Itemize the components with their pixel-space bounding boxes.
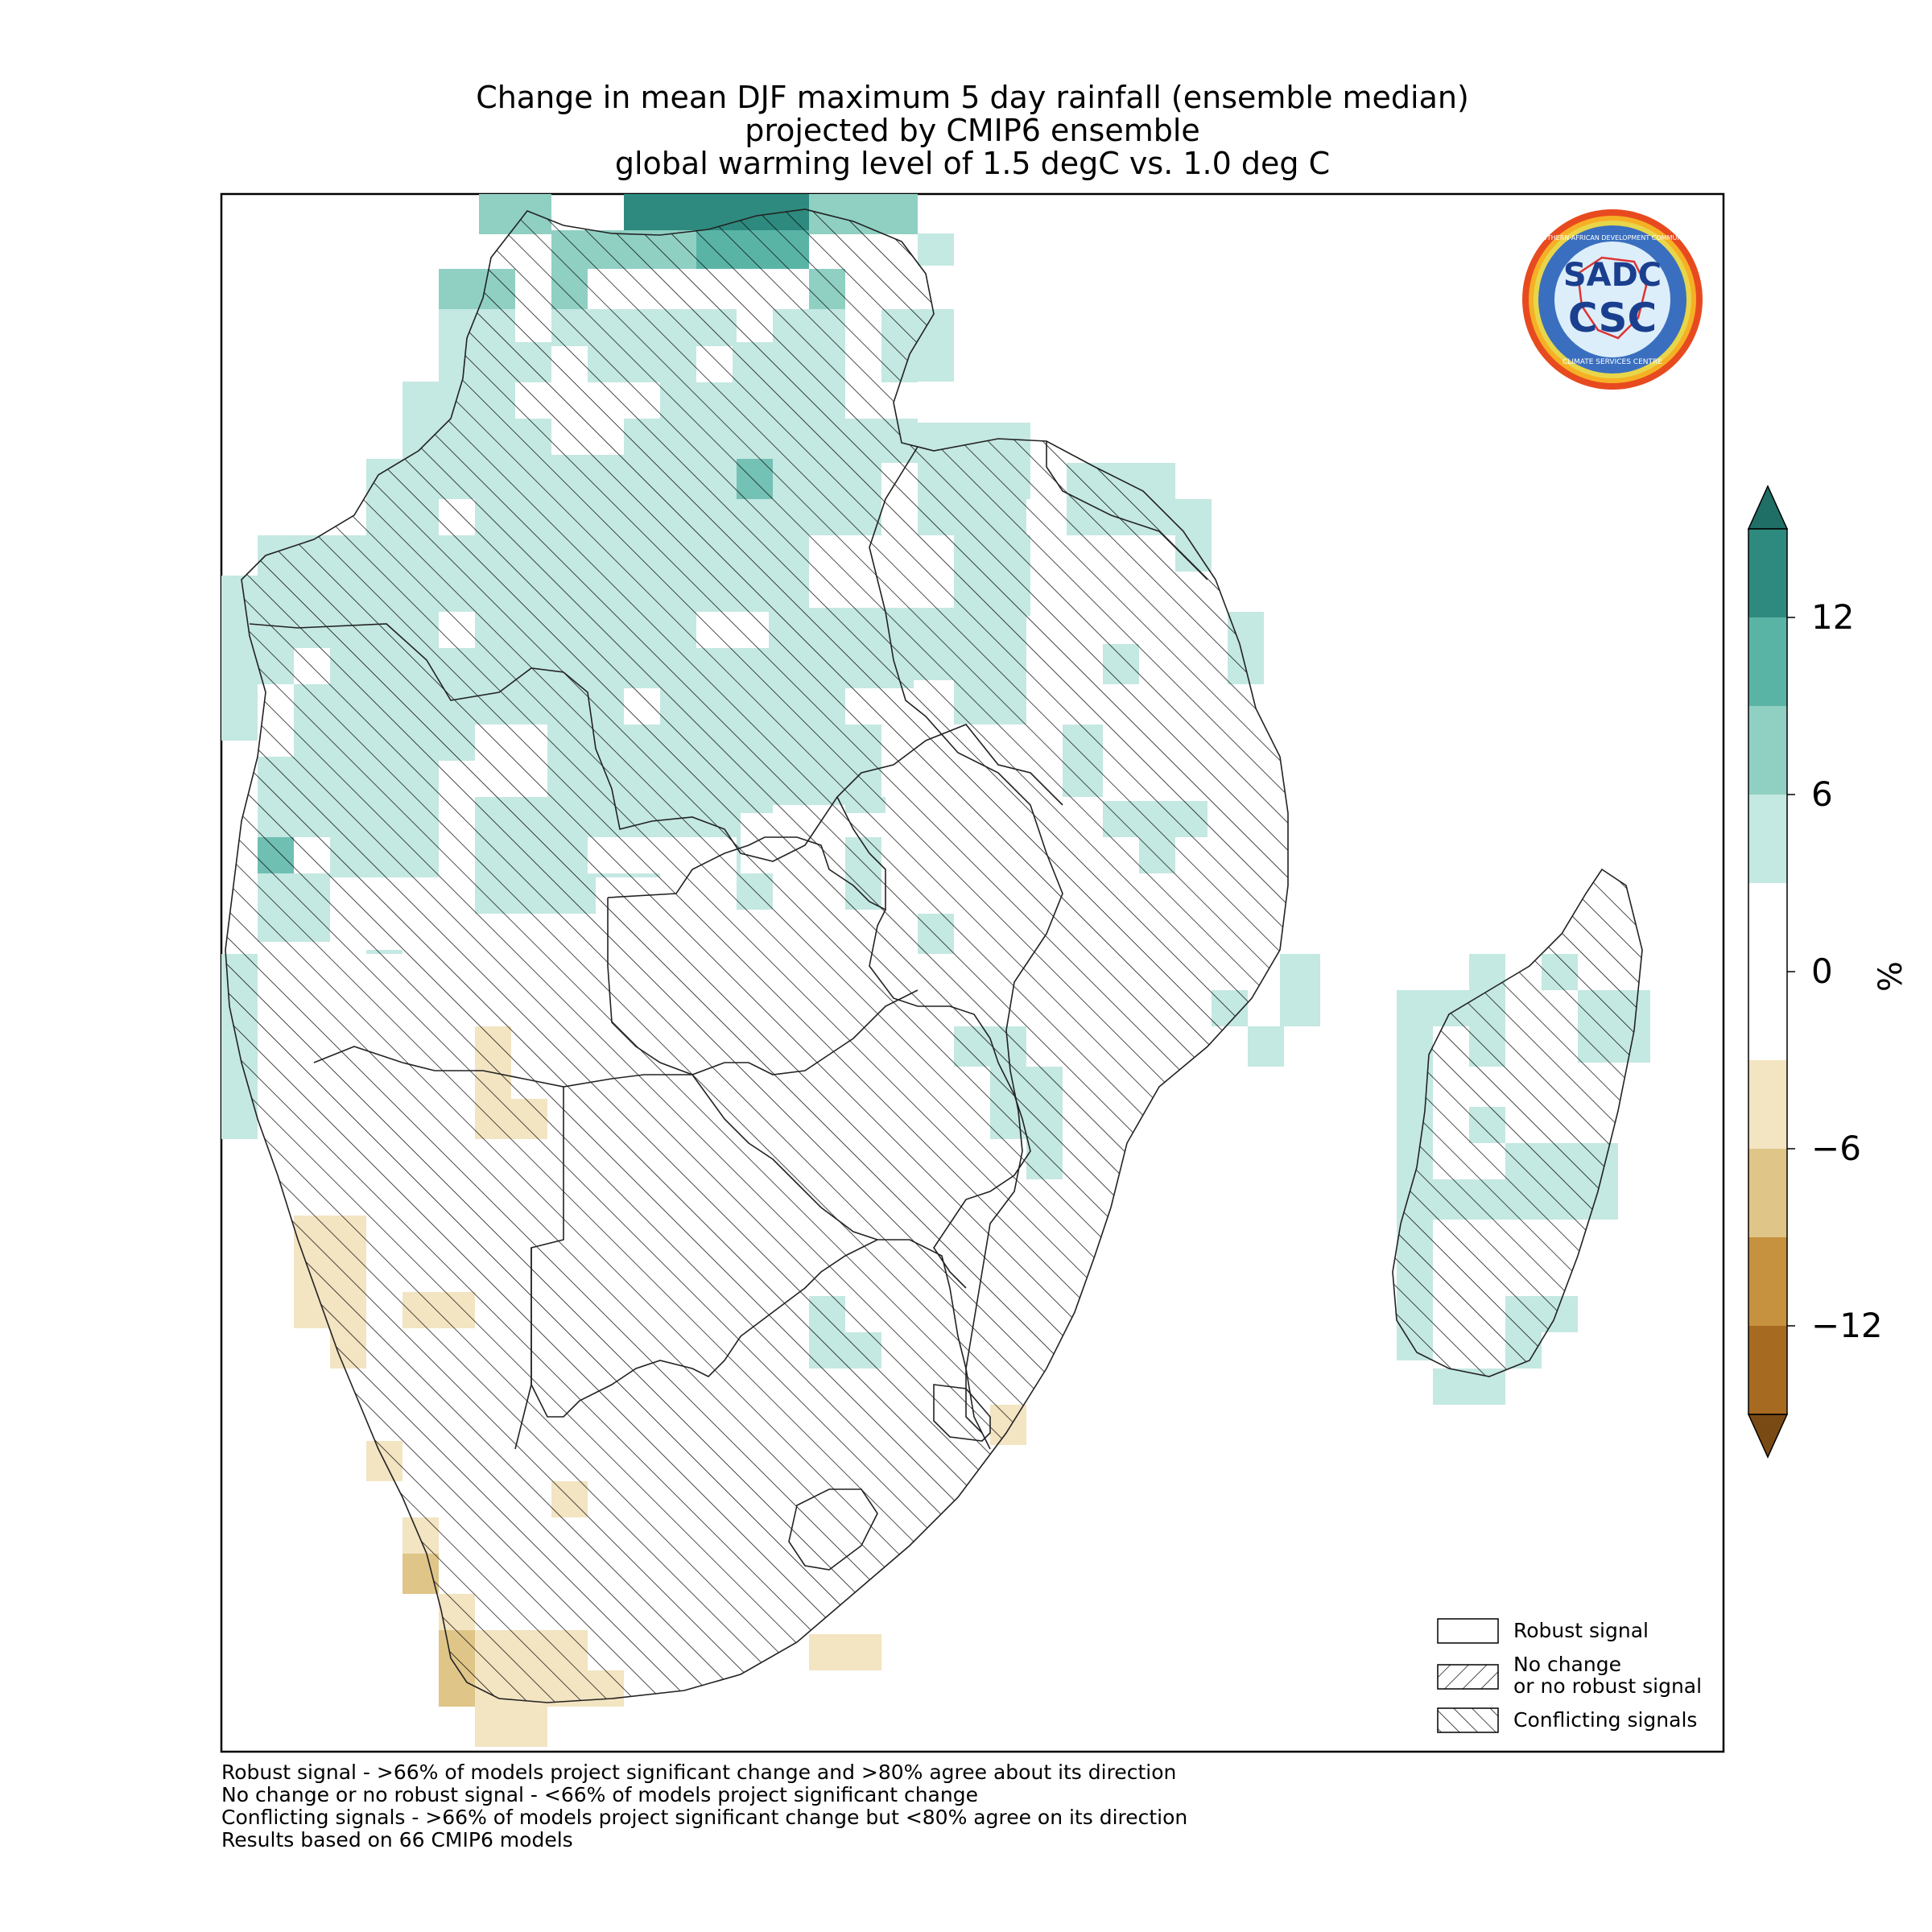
logo-ring-bottom-text: CLIMATE SERVICES CENTRE — [1563, 358, 1662, 366]
colorbar-bin — [1748, 1149, 1787, 1237]
legend-no-change-label-2: or no robust signal — [1513, 1674, 1703, 1698]
colorbar-bin — [1748, 1326, 1787, 1414]
colorbar-tick-label: −12 — [1811, 1306, 1883, 1345]
colorbar-extend-top — [1747, 485, 1789, 530]
legend-no-change-label-1: No change — [1513, 1653, 1621, 1676]
colorbar-tick-label: −6 — [1811, 1129, 1861, 1168]
logo-sadc-text: SADC — [1563, 257, 1662, 294]
logo-csc-text: CSC — [1568, 295, 1657, 341]
legend-no-change-swatch — [1437, 1664, 1499, 1690]
colorbar-extend-bottom — [1747, 1414, 1789, 1459]
colorbar-bin — [1748, 795, 1787, 883]
logo-ring-top-text: SOUTHERN AFRICAN DEVELOPMENT COMMUNITY — [1534, 234, 1692, 242]
legend-conflicting-swatch — [1437, 1707, 1499, 1733]
colorbar-bin — [1748, 617, 1787, 706]
legend-conflicting-label: Conflicting signals — [1513, 1708, 1698, 1732]
map-title-line-3: global warming level of 1.5 degC vs. 1.0… — [614, 146, 1331, 181]
colorbar-bin — [1748, 883, 1787, 1060]
footnote-line: Conflicting signals - >66% of models pro… — [221, 1806, 1188, 1829]
legend-robust-label: Robust signal — [1513, 1619, 1649, 1642]
colorbar-unit-label: % — [1872, 960, 1910, 993]
sadc-csc-logo — [1522, 209, 1703, 390]
colorbar-bin — [1748, 1237, 1787, 1326]
colorbar-bin — [1748, 706, 1787, 795]
colorbar-tick-label: 6 — [1811, 774, 1833, 814]
colorbar-bin — [1748, 1060, 1787, 1149]
colorbar — [1747, 485, 1795, 1459]
coastline-and-borders — [225, 208, 1643, 1703]
map-title-line-2: projected by CMIP6 ensemble — [745, 113, 1200, 148]
legend-robust-swatch — [1437, 1618, 1499, 1644]
footnote-line: Robust signal - >66% of models project s… — [221, 1761, 1177, 1784]
footnote-line: No change or no robust signal - <66% of … — [221, 1783, 978, 1806]
map-title-line-1: Change in mean DJF maximum 5 day rainfal… — [476, 80, 1469, 115]
colorbar-bin — [1748, 529, 1787, 617]
colorbar-tick-label: 0 — [1811, 952, 1833, 991]
footnote-line: Results based on 66 CMIP6 models — [221, 1828, 573, 1852]
colorbar-tick-label: 12 — [1811, 597, 1855, 637]
